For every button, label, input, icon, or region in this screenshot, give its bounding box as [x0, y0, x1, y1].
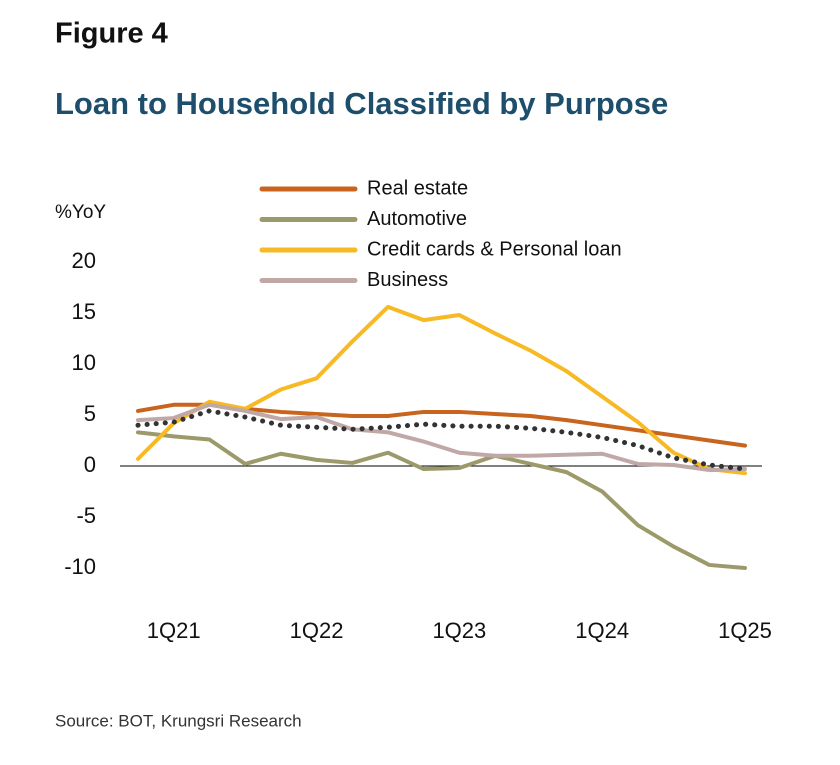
x-tick-label: 1Q23: [432, 618, 486, 643]
legend-label: Credit cards & Personal loan: [367, 238, 622, 260]
y-tick-label: -10: [64, 554, 96, 579]
legend-label: Automotive: [367, 208, 467, 230]
legend-label: Business: [367, 269, 448, 291]
dotted-line: [135, 408, 748, 472]
y-tick-label: 10: [72, 350, 96, 375]
y-tick-label: 20: [72, 248, 96, 273]
x-tick-label: 1Q21: [147, 618, 201, 643]
y-tick-label: 15: [72, 299, 96, 324]
series-line: [136, 304, 747, 476]
x-tick-label: 1Q25: [718, 618, 772, 643]
source: Source: BOT, Krungsri Research: [55, 711, 302, 730]
legend-label: Real estate: [367, 177, 468, 199]
series-line: [136, 402, 747, 473]
series-line: [136, 430, 747, 570]
y-tick-label: -5: [76, 503, 96, 528]
y-tick-label: 0: [84, 452, 96, 477]
x-tick-label: 1Q22: [290, 618, 344, 643]
x-tick-label: 1Q24: [575, 618, 629, 643]
y-tick-label: 5: [84, 401, 96, 426]
figure-label: Figure 4: [55, 18, 168, 50]
y-axis-label: %YoY: [55, 202, 106, 223]
chart-title: Loan to Household Classified by Purpose: [55, 86, 668, 121]
